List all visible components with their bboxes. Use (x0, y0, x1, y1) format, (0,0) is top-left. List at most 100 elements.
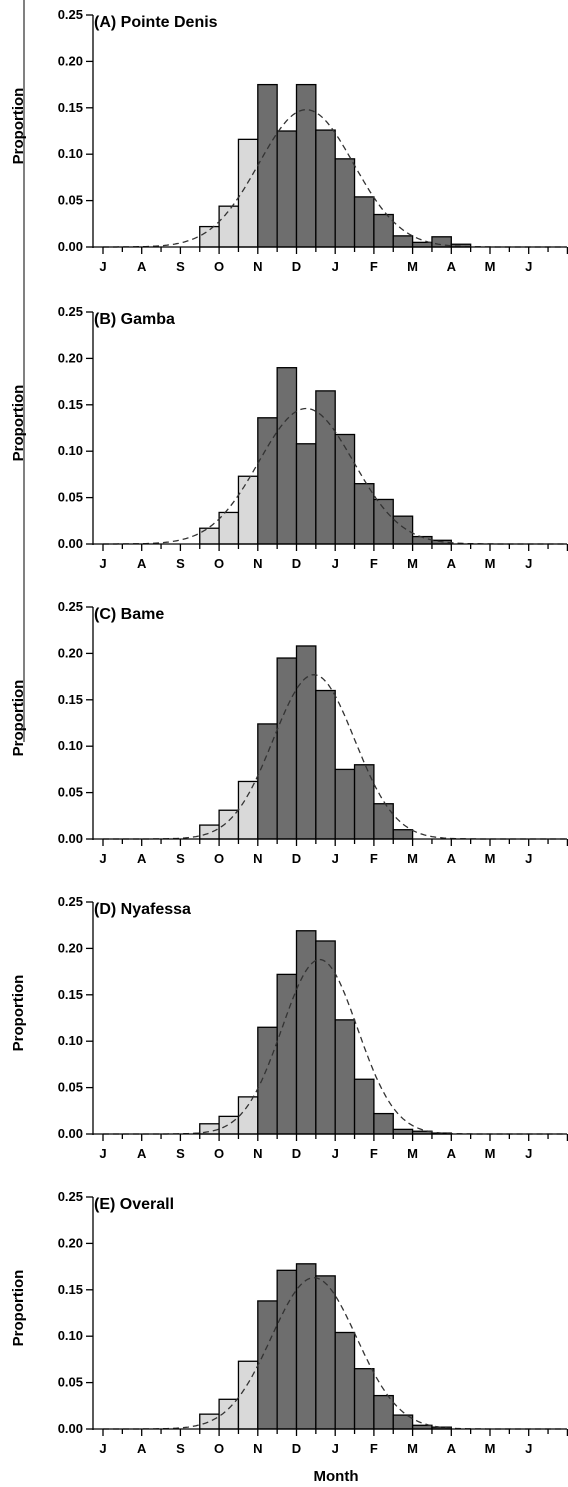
x-tick-label: F (370, 851, 378, 866)
y-tick-label: 0.20 (58, 350, 83, 365)
y-tick-label: 0.15 (58, 987, 83, 1002)
x-tick-label: S (176, 851, 185, 866)
bar (257, 723, 278, 840)
bar (392, 515, 414, 545)
y-tick-label: 0.20 (58, 940, 83, 955)
y-tick-label: 0.00 (58, 1421, 83, 1436)
bar (295, 1263, 317, 1430)
x-tick-label: F (370, 1146, 378, 1161)
x-tick-label: J (332, 259, 339, 274)
bar (353, 1078, 375, 1135)
x-tick-label: N (253, 1146, 262, 1161)
x-tick-label: M (485, 259, 496, 274)
x-tick-label: M (407, 1146, 418, 1161)
x-tick-label: A (137, 851, 147, 866)
bar (199, 1413, 220, 1430)
y-tick-label: 0.05 (58, 1375, 83, 1390)
bar (199, 824, 220, 840)
y-tick-label: 0.25 (58, 304, 83, 319)
x-tick-label: J (99, 259, 106, 274)
bar (237, 1360, 259, 1430)
bar (353, 483, 375, 545)
bar (315, 390, 336, 545)
bar (237, 138, 259, 248)
x-tick-label: A (137, 1441, 147, 1456)
x-tick-label: J (525, 1146, 532, 1161)
x-tick-label: D (292, 1146, 301, 1161)
x-tick-label: O (214, 851, 224, 866)
x-tick-label: N (253, 259, 262, 274)
panel-3: 0.00 0.05 0.10 0.15 0.20 0.25 J A S O N D J F M A M J (C) … (10, 599, 568, 866)
x-tick-label: M (485, 556, 496, 571)
bar (334, 768, 356, 840)
panel-2: 0.00 0.05 0.10 0.15 0.20 0.25 J A S O N D J F M A M J (B) … (10, 304, 568, 571)
x-tick-label: D (292, 259, 301, 274)
bar (373, 1112, 394, 1135)
bar (199, 527, 220, 545)
bar (334, 1331, 356, 1430)
bar (334, 158, 356, 248)
x-tick-label: M (485, 1441, 496, 1456)
x-axis-label: Month (314, 1468, 359, 1485)
x-tick-label: J (525, 556, 532, 571)
x-tick-label: J (525, 851, 532, 866)
bar (295, 930, 317, 1135)
bar (392, 1128, 414, 1135)
x-tick-label: J (525, 1441, 532, 1456)
x-tick-label: S (176, 556, 185, 571)
bar (373, 1394, 394, 1430)
x-tick-label: M (407, 259, 418, 274)
y-tick-label: 0.00 (58, 831, 83, 846)
y-tick-label: 0.15 (58, 692, 83, 707)
x-tick-label: A (137, 259, 147, 274)
x-tick-label: A (447, 1441, 457, 1456)
y-tick-label: 0.10 (58, 146, 83, 161)
y-tick-label: 0.20 (58, 53, 83, 68)
panel-1: 0.00 0.05 0.10 0.15 0.20 0.25 J A S O N D J F M A M J (A) … (10, 7, 568, 274)
fitted-curve (103, 674, 566, 840)
y-tick-label: 0.10 (58, 443, 83, 458)
x-tick-label: O (214, 259, 224, 274)
panel-4: 0.00 0.05 0.10 0.15 0.20 0.25 J A S O N D J F M A M J (D) … (10, 894, 568, 1161)
panel-title: (B) Gamba (94, 311, 175, 328)
bar (392, 235, 414, 248)
x-tick-label: A (447, 851, 457, 866)
panel-title: (E) Overall (94, 1196, 174, 1213)
y-tick-label: 0.15 (58, 1282, 83, 1297)
y-tick-label: 0.00 (58, 536, 83, 551)
y-tick-label: 0.25 (58, 894, 83, 909)
bar (353, 764, 375, 840)
x-tick-label: D (292, 1441, 301, 1456)
y-tick-label: 0.05 (58, 1080, 83, 1095)
x-tick-label: F (370, 1441, 378, 1456)
bar (257, 1026, 278, 1135)
y-axis-label: Proportion (10, 680, 27, 757)
x-tick-label: O (214, 1146, 224, 1161)
bar (411, 241, 433, 248)
bar (218, 511, 240, 545)
x-tick-label: A (137, 1146, 147, 1161)
bar (315, 129, 336, 248)
x-tick-label: J (99, 851, 106, 866)
x-tick-label: N (253, 851, 262, 866)
bar (218, 205, 240, 248)
bar (257, 83, 278, 248)
x-tick-label: M (407, 851, 418, 866)
y-axis-label: Proportion (10, 975, 27, 1052)
bar (218, 1115, 240, 1135)
y-tick-label: 0.20 (58, 645, 83, 660)
x-tick-label: D (292, 851, 301, 866)
bar (373, 498, 394, 545)
panel-title: (C) Bame (94, 606, 164, 623)
bar (353, 1368, 375, 1430)
panel-title: (D) Nyafessa (94, 901, 191, 918)
x-tick-label: D (292, 556, 301, 571)
bar (334, 1019, 356, 1135)
x-tick-label: S (176, 1441, 185, 1456)
panel-5: 0.00 0.05 0.10 0.15 0.20 0.25 J A S O N D J F M A M J (E) … (10, 1189, 568, 1485)
x-tick-label: M (485, 851, 496, 866)
x-tick-label: M (407, 1441, 418, 1456)
x-tick-label: J (332, 556, 339, 571)
y-tick-label: 0.05 (58, 193, 83, 208)
